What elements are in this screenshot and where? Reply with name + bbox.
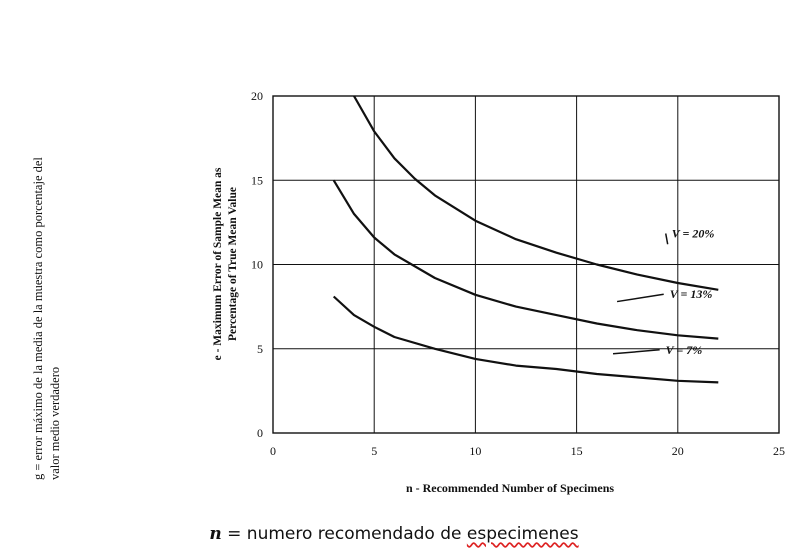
y-axis-label-line2: Percentage of True Mean Value	[227, 187, 239, 341]
x-axis-label: n - Recommended Number of Specimens	[406, 481, 614, 495]
series-label: V = 7%	[666, 343, 703, 357]
series-labels: V = 20% V = 13% V = 7%	[612, 227, 715, 357]
caption: n = numero recomendado de especimenes	[0, 524, 788, 544]
series-label-leader	[612, 349, 660, 355]
caption-last-word: especimenes	[466, 524, 579, 544]
series-line	[332, 295, 719, 384]
series-line	[332, 179, 719, 340]
caption-variable: n	[209, 524, 222, 544]
series-group	[332, 95, 719, 384]
series-label: V = 20%	[672, 227, 715, 241]
caption-text: = numero recomendado de	[227, 524, 462, 544]
chart: 0 5 10 15 20 25 0 5 10 15 20 V = 20% V = 13% V = 7%…	[212, 89, 785, 495]
x-tick-label: 15	[571, 444, 583, 458]
series-line	[353, 95, 719, 291]
y-tick-label: 15	[251, 173, 263, 187]
x-tick-label: 25	[773, 444, 785, 458]
x-tick-label: 5	[371, 444, 377, 458]
y-tick-label: 20	[251, 89, 263, 103]
y-tick-label: 0	[257, 426, 263, 440]
series-label-leader	[616, 293, 664, 303]
plot-frame	[272, 95, 780, 434]
series-label: V = 13%	[670, 287, 713, 301]
y-tick-label: 5	[257, 342, 263, 356]
x-tick-labels: 0 5 10 15 20 25	[270, 444, 785, 458]
series-label-leader	[664, 233, 669, 245]
y-axis-label-line1: e - Maximum Error of Sample Mean as	[212, 167, 224, 360]
grid-lines	[273, 96, 779, 433]
y-tick-labels: 0 5 10 15 20	[251, 89, 263, 440]
x-tick-label: 10	[469, 444, 481, 458]
x-tick-label: 0	[270, 444, 276, 458]
y-tick-label: 10	[251, 258, 263, 272]
x-tick-label: 20	[672, 444, 684, 458]
